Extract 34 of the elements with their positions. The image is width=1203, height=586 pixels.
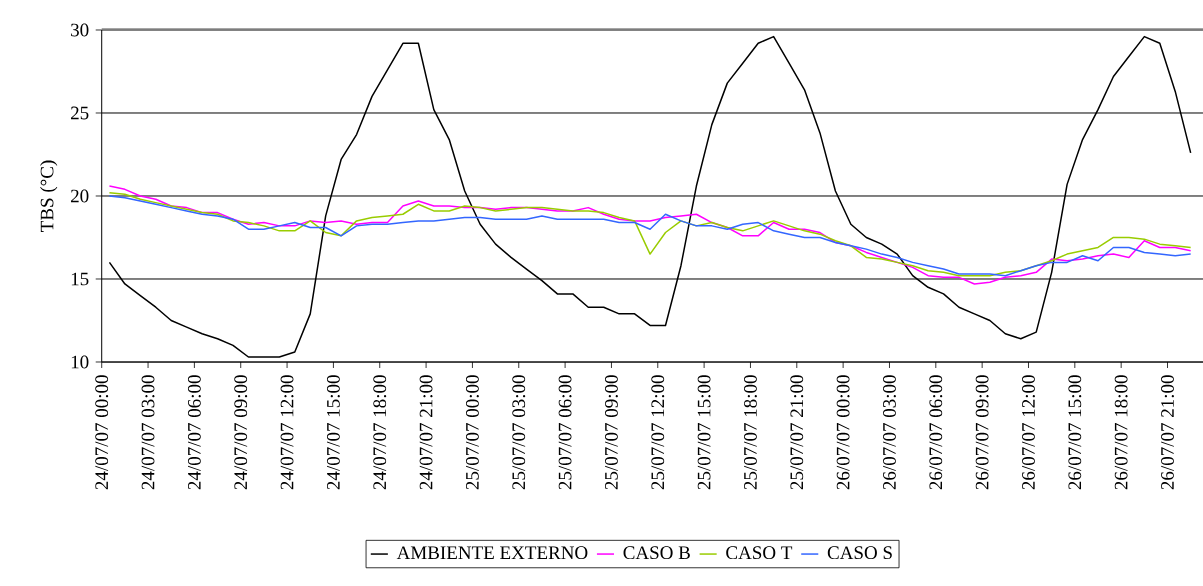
- x-tick-label: 25/07/07 18:00: [744, 375, 757, 490]
- x-tick-label: 24/07/07 12:00: [280, 375, 294, 490]
- x-tick-label: 25/07/07 09:00: [605, 375, 618, 490]
- x-tick-label: 24/07/07 00:00: [95, 375, 109, 490]
- legend-label: CASO B: [623, 546, 690, 560]
- x-tick-label: 24/07/07 21:00: [419, 375, 433, 490]
- legend-label: CASO T: [726, 546, 793, 560]
- x-tick-label: 25/07/07 06:00: [558, 375, 572, 490]
- x-tick-label: 26/07/07 21:00: [1161, 375, 1174, 490]
- x-tick-label: 26/07/07 12:00: [1022, 375, 1035, 490]
- x-tick-label: 26/07/07 09:00: [975, 375, 989, 490]
- x-tick-label: 25/07/07 12:00: [651, 375, 665, 490]
- x-tick-label: 24/07/07 03:00: [141, 375, 155, 490]
- x-tick-label: 25/07/07 21:00: [790, 375, 804, 490]
- x-tick-label: 24/07/07 15:00: [326, 375, 340, 490]
- x-tick-label: 26/07/07 15:00: [1068, 375, 1082, 490]
- legend-label: AMBIENTE EXTERNO: [396, 546, 588, 560]
- x-tick-label: 24/07/07 06:00: [187, 375, 201, 490]
- y-axis-title: TBS (°C): [40, 160, 58, 232]
- x-tick-label: 26/07/07 03:00: [883, 375, 896, 490]
- x-tick-label: 25/07/07 15:00: [697, 375, 711, 490]
- x-tick-label: 26/07/07 00:00: [836, 375, 850, 490]
- y-tick-label: 30: [71, 23, 89, 37]
- x-tick-label: 24/07/07 09:00: [234, 375, 248, 490]
- x-tick-label: 26/07/07 06:00: [929, 375, 943, 490]
- x-tick-label: 26/07/07 18:00: [1114, 375, 1128, 490]
- y-tick-label: 20: [71, 189, 89, 203]
- legend-label: CASO S: [827, 546, 892, 560]
- y-tick-label: 15: [71, 272, 89, 286]
- x-tick-label: 25/07/07 00:00: [465, 375, 479, 490]
- x-tick-label: 24/07/07 18:00: [373, 375, 387, 490]
- y-tick-label: 25: [71, 106, 89, 120]
- y-tick-label: 10: [71, 355, 89, 369]
- x-tick-label: 25/07/07 03:00: [512, 375, 526, 490]
